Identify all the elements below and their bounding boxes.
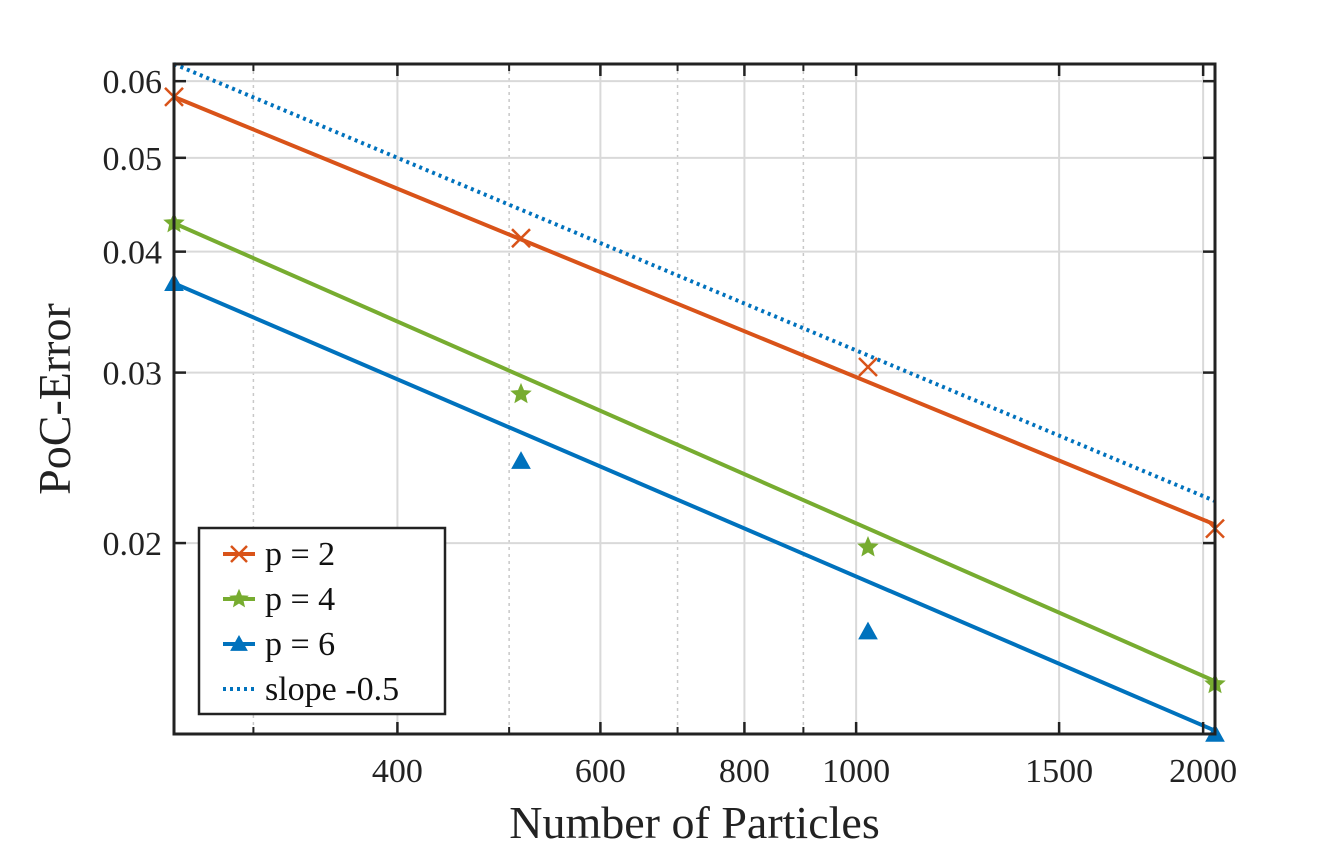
series-2-point-2: [510, 382, 532, 404]
legend-marker-2: [229, 588, 249, 608]
series-line-4: [173, 62, 1216, 503]
x-tick-label-800: 800: [719, 753, 770, 790]
legend-label-4: slope -0.5: [265, 671, 399, 708]
y-axis-title: PoC-Error: [29, 303, 80, 495]
y-tick-label-0.05: 0.05: [103, 141, 163, 178]
legend-label-3: p = 6: [265, 626, 335, 663]
legend-box: [197, 526, 447, 716]
y-tick-label-0.02: 0.02: [103, 526, 163, 563]
series-4: [173, 62, 1216, 503]
series-line-1: [173, 95, 1216, 527]
y-tick-label-0.04: 0.04: [103, 235, 163, 272]
series-1-point-3: [858, 357, 878, 377]
series-2: [163, 211, 1226, 694]
series-2-point-3: [857, 535, 879, 557]
series-1-point-2: [511, 228, 531, 249]
series-3-point-2: [511, 451, 531, 469]
x-tick-label-2000: 2000: [1169, 753, 1237, 790]
legend-item-4: slope -0.5: [223, 671, 399, 708]
legend-item-3: p = 6: [223, 626, 335, 663]
legend[interactable]: p = 2 p = 4 p = 6 slope -0.5: [197, 526, 447, 716]
legend-marker-3: [230, 634, 248, 651]
axis-ticks: 400 600 800 1000 1500 2000 0.02 0.03 0.04 0.05 0.0…: [103, 64, 1237, 790]
legend-item-1: p = 2: [223, 536, 335, 573]
x-tick-label-400: 400: [372, 753, 423, 790]
y-tick-label-0.06: 0.06: [103, 64, 163, 101]
series-1: [164, 86, 1225, 539]
legend-item-2: p = 4: [223, 581, 335, 618]
series-3-point-3: [858, 621, 878, 640]
plot-frame: [172, 62, 1217, 736]
x-axis-title: Number of Particles: [509, 797, 879, 848]
x-tick-label-600: 600: [575, 753, 626, 790]
series-line-3: [173, 281, 1216, 733]
x-tick-label-1000: 1000: [822, 753, 890, 790]
legend-label-1: p = 2: [265, 536, 335, 573]
legend-marker-1: [230, 545, 248, 563]
x-tick-label-1500: 1500: [1025, 753, 1093, 790]
series-line-2: [173, 221, 1216, 684]
legend-label-2: p = 4: [265, 581, 335, 618]
y-tick-label-0.03: 0.03: [103, 356, 163, 393]
